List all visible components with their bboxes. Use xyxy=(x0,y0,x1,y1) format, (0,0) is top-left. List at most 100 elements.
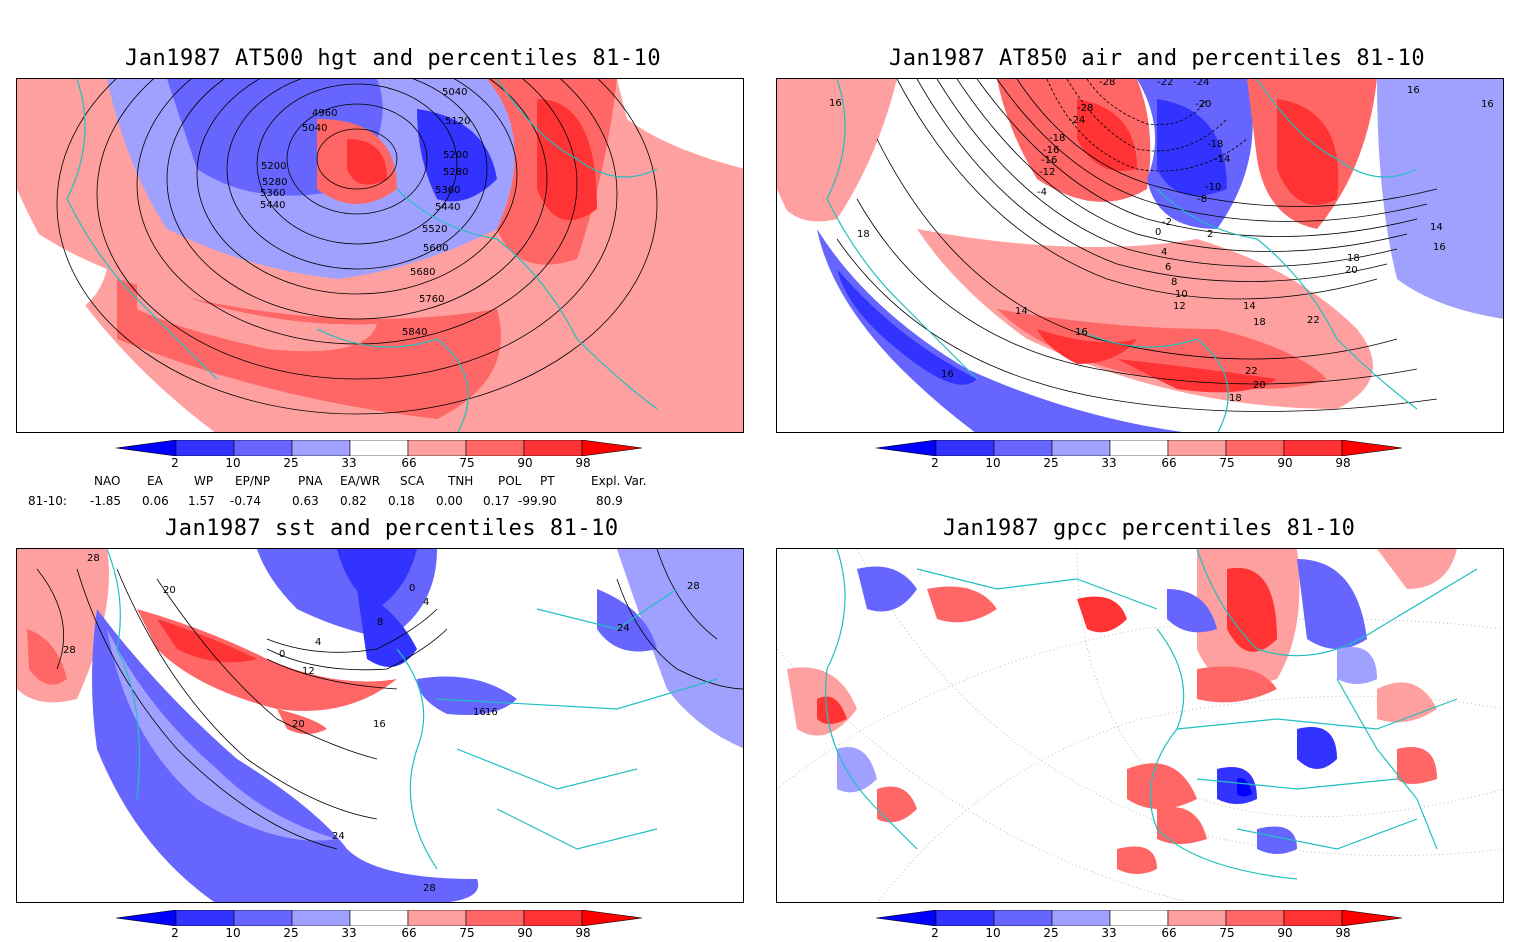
colorbar-swatch xyxy=(233,439,293,457)
colorbar-label: 25 xyxy=(283,456,299,470)
colorbar-swatch xyxy=(291,909,351,927)
panel-title-sst: Jan1987 sst and percentiles 81-10 xyxy=(165,516,619,541)
contour-label: 5200 xyxy=(261,161,286,172)
colorbar-swatches xyxy=(115,909,643,927)
colorbar-swatch xyxy=(349,439,409,457)
panel-title-hgt: Jan1987 AT500 hgt and percentiles 81-10 xyxy=(125,46,662,71)
contour-label: 16 xyxy=(473,707,486,718)
colorbar-swatch xyxy=(1051,909,1111,927)
colorbar-swatch xyxy=(1167,909,1227,927)
colorbar-swatch xyxy=(993,439,1053,457)
contour-label: 0 xyxy=(409,583,415,594)
index-value: 0.18 xyxy=(388,494,415,508)
colorbar-swatch xyxy=(115,439,177,457)
colorbar-swatch xyxy=(407,909,467,927)
colorbar-label: 90 xyxy=(517,926,533,940)
colorbar-label: 98 xyxy=(575,456,591,470)
contour-label: 16 xyxy=(1481,99,1494,110)
contour-label: 24 xyxy=(332,831,345,842)
colorbar-label: 2 xyxy=(171,926,179,940)
index-header: SCA xyxy=(400,474,425,488)
index-value: 80.9 xyxy=(596,494,623,508)
contour-label: -18 xyxy=(1049,133,1065,144)
colorbar-swatch xyxy=(523,439,583,457)
colorbar-label: 75 xyxy=(459,456,475,470)
colorbar-swatches xyxy=(875,439,1403,457)
colorbar-swatch xyxy=(115,909,177,927)
contour-label: 5280 xyxy=(262,177,287,188)
colorbar-swatch xyxy=(1341,909,1403,927)
colorbar-gpcc: 2 10 25 33 66 75 90 98 xyxy=(875,909,1406,942)
contour-label: 12 xyxy=(302,666,315,677)
index-header: PT xyxy=(540,474,555,488)
contour-label: 18 xyxy=(857,229,870,240)
contour-label: 16 xyxy=(1407,85,1420,96)
panel-title-air: Jan1987 AT850 air and percentiles 81-10 xyxy=(889,46,1426,71)
contour-label: 8 xyxy=(377,617,383,628)
colorbar-label: 2 xyxy=(171,456,179,470)
colorbar-label: 98 xyxy=(1335,926,1351,940)
colorbar-swatch xyxy=(993,909,1053,927)
colorbar-hgt: 2 10 25 33 66 75 90 98 xyxy=(115,439,646,472)
contour-label: 20 xyxy=(163,585,176,596)
colorbar-swatch xyxy=(1109,909,1169,927)
contour-label: -10 xyxy=(1205,182,1221,193)
contour-label: 18 xyxy=(1253,317,1266,328)
contour-label: 22 xyxy=(1307,315,1320,326)
colorbar-air: 2 10 25 33 66 75 90 98 xyxy=(875,439,1406,472)
contour-label: 14 xyxy=(1430,222,1443,233)
colorbar-swatch xyxy=(349,909,409,927)
colorbar-label: 10 xyxy=(225,456,241,470)
index-value: 0.17 xyxy=(483,494,510,508)
colorbar-swatch xyxy=(465,909,525,927)
colorbar-swatch xyxy=(175,439,235,457)
colorbar-label: 66 xyxy=(401,456,417,470)
contour-label: 16 xyxy=(373,719,386,730)
colorbar-swatch xyxy=(935,909,995,927)
contour-label: 14 xyxy=(1243,301,1256,312)
contour-label: 5120 xyxy=(445,116,470,127)
colorbar-swatch xyxy=(1283,909,1343,927)
contour-label: 4 xyxy=(423,597,429,608)
colorbar-swatch xyxy=(581,909,643,927)
colorbar-swatches xyxy=(115,439,643,457)
contour-label: 16 xyxy=(829,98,842,109)
contour-label: -12 xyxy=(1039,167,1055,178)
colorbar-label: 90 xyxy=(1277,926,1293,940)
contour-label: 0 xyxy=(1155,227,1161,238)
colorbar-swatch xyxy=(1225,439,1285,457)
contour-label: 18 xyxy=(1229,393,1242,404)
colorbar-label: 25 xyxy=(1043,456,1059,470)
contour-label: 5520 xyxy=(422,224,447,235)
index-value: -1.85 xyxy=(90,494,122,508)
map-panel-sst: 28 20 28 0 4 8 0 4 12 20 16 24 16 16 28 … xyxy=(16,548,744,903)
index-value: 0.00 xyxy=(436,494,463,508)
contour-label: 14 xyxy=(1015,306,1028,317)
colorbar-swatch xyxy=(465,439,525,457)
contour-label: -24 xyxy=(1069,115,1085,126)
colorbar-swatch xyxy=(1109,439,1169,457)
colorbar-swatch xyxy=(291,439,351,457)
index-value: -99.90 xyxy=(518,494,557,508)
colorbar-label: 2 xyxy=(931,456,939,470)
contour-label: 6 xyxy=(1165,262,1171,273)
contour-label: 20 xyxy=(292,719,305,730)
contour-label: 22 xyxy=(1245,366,1258,377)
colorbar-swatch xyxy=(407,439,467,457)
colorbar-label: 25 xyxy=(283,926,299,940)
contour-label: 28 xyxy=(423,883,436,894)
index-header: EA/WR xyxy=(340,474,381,488)
contour-label: 5760 xyxy=(419,294,444,305)
colorbar-label: 75 xyxy=(1219,456,1235,470)
colorbar-label: 98 xyxy=(1335,456,1351,470)
contour-label: 5680 xyxy=(410,267,435,278)
contour-label: 28 xyxy=(87,553,100,564)
map-panel-hgt: 4960 5040 5040 5120 5200 5200 5280 5280 … xyxy=(16,78,744,433)
contour-label: -18 xyxy=(1207,139,1223,150)
colorbar-label: 10 xyxy=(985,456,1001,470)
colorbar-label: 10 xyxy=(985,926,1001,940)
contour-label: 5600 xyxy=(423,243,448,254)
contour-label: -16 xyxy=(1043,145,1059,156)
contour-label: 16 xyxy=(1075,327,1088,338)
colorbar-swatch xyxy=(1341,439,1403,457)
